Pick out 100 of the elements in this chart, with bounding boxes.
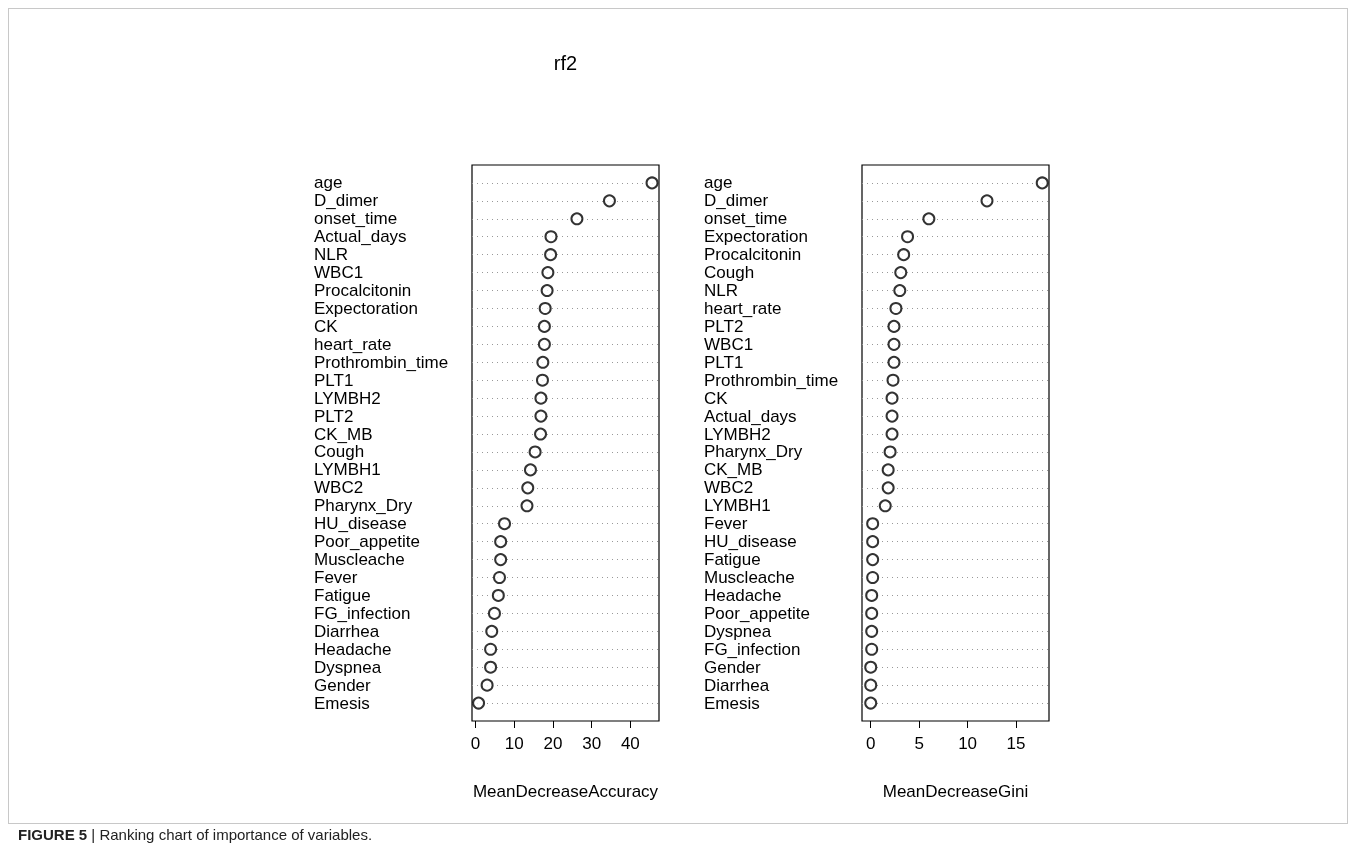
point bbox=[540, 284, 554, 298]
point bbox=[887, 319, 901, 333]
y-tick-label: age bbox=[704, 173, 733, 193]
y-tick-label: WBC2 bbox=[314, 478, 364, 498]
point bbox=[602, 194, 616, 208]
y-tick-label: NLR bbox=[314, 245, 349, 265]
point bbox=[866, 517, 880, 531]
x-tick-label: 10 bbox=[504, 734, 524, 753]
y-tick-label: Headache bbox=[314, 639, 392, 659]
y-tick-label: LYMBH1 bbox=[704, 496, 771, 516]
point bbox=[534, 427, 548, 441]
y-tick-label: heart_rate bbox=[704, 298, 782, 318]
y-tick-label: PLT1 bbox=[704, 352, 744, 372]
point bbox=[866, 535, 880, 549]
y-tick-label: Diarrhea bbox=[704, 675, 770, 695]
y-tick-label: FG_infection bbox=[704, 639, 801, 659]
y-tick-label: Procalcitonin bbox=[704, 245, 802, 265]
point bbox=[541, 266, 555, 280]
x-axis-title: MeanDecreaseGini bbox=[882, 782, 1029, 801]
y-tick-label: heart_rate bbox=[314, 334, 392, 354]
y-tick-label: Gender bbox=[704, 657, 762, 677]
point bbox=[980, 194, 994, 208]
y-tick-label: PLT2 bbox=[704, 316, 744, 336]
y-tick-label: Cough bbox=[314, 442, 365, 462]
point bbox=[494, 535, 508, 549]
y-tick-label: Poor_appetite bbox=[704, 603, 810, 623]
point bbox=[523, 463, 537, 477]
point bbox=[544, 248, 558, 262]
point bbox=[887, 355, 901, 369]
y-tick-label: NLR bbox=[704, 281, 739, 301]
point bbox=[493, 571, 506, 585]
y-tick-label: Emesis bbox=[704, 693, 760, 713]
point bbox=[536, 355, 550, 369]
y-tick-label: Headache bbox=[704, 585, 782, 605]
y-tick-label: Cough bbox=[704, 263, 755, 283]
y-tick-label: Expectoration bbox=[314, 298, 418, 318]
point bbox=[528, 445, 542, 459]
x-tick-label: 20 bbox=[543, 734, 563, 753]
x-tick-label: 10 bbox=[958, 734, 978, 753]
point bbox=[472, 696, 486, 710]
y-tick-label: WBC1 bbox=[314, 263, 364, 283]
y-tick-label: Pharynx_Dry bbox=[704, 442, 803, 462]
y-tick-label: FG_infection bbox=[314, 603, 411, 623]
point bbox=[1035, 176, 1049, 190]
point bbox=[645, 176, 659, 190]
chart-title: rf2 bbox=[552, 52, 579, 75]
y-tick-label: WBC1 bbox=[704, 334, 754, 354]
y-tick-label: Fever bbox=[314, 568, 358, 588]
x-tick-label: 15 bbox=[1006, 734, 1026, 753]
y-tick-label: HU_disease bbox=[314, 514, 407, 534]
y-tick-label: Emesis bbox=[314, 693, 370, 713]
y-tick-label: PLT2 bbox=[314, 406, 354, 426]
x-axis-title: MeanDecreaseAccuracy bbox=[472, 782, 659, 801]
point bbox=[535, 373, 549, 387]
point bbox=[494, 553, 508, 567]
y-tick-label: Muscleache bbox=[314, 550, 405, 570]
y-tick-label: Dyspnea bbox=[314, 657, 382, 677]
y-tick-label: LYMBH2 bbox=[314, 388, 381, 408]
y-tick-label: Fever bbox=[704, 514, 748, 534]
point bbox=[544, 230, 558, 244]
point bbox=[484, 642, 498, 656]
point bbox=[885, 391, 899, 405]
point bbox=[881, 463, 895, 477]
y-tick-label: CK bbox=[314, 316, 339, 336]
y-tick-label: CK_MB bbox=[704, 460, 763, 480]
point bbox=[537, 337, 551, 351]
y-tick-label: D_dimer bbox=[704, 191, 769, 211]
x-tick-label: 0 bbox=[470, 734, 481, 753]
y-tick-label: Gender bbox=[314, 675, 372, 695]
point bbox=[865, 606, 879, 620]
y-tick-label: Fatigue bbox=[314, 585, 371, 605]
point bbox=[864, 678, 878, 692]
y-tick-label: LYMBH1 bbox=[314, 460, 381, 480]
y-tick-label: D_dimer bbox=[314, 191, 379, 211]
x-tick-label: 5 bbox=[914, 734, 924, 753]
point bbox=[889, 301, 903, 315]
point bbox=[886, 373, 900, 387]
point bbox=[538, 301, 552, 315]
y-tick-label: CK bbox=[704, 388, 729, 408]
point bbox=[901, 230, 915, 244]
point bbox=[520, 499, 534, 513]
y-tick-label: Expectoration bbox=[704, 227, 808, 247]
point bbox=[881, 481, 895, 495]
point bbox=[897, 248, 911, 262]
point bbox=[865, 588, 879, 602]
point bbox=[878, 499, 892, 513]
y-tick-label: Diarrhea bbox=[314, 621, 380, 641]
point bbox=[885, 409, 899, 423]
y-tick-label: Dyspnea bbox=[704, 621, 772, 641]
point bbox=[570, 212, 584, 226]
caption: FIGURE 5 | Ranking chart of importance of variables. bbox=[18, 826, 373, 843]
point bbox=[865, 624, 879, 638]
point bbox=[864, 696, 878, 710]
y-tick-label: Fatigue bbox=[704, 550, 761, 570]
point bbox=[485, 624, 499, 638]
y-tick-label: Procalcitonin bbox=[314, 281, 412, 301]
y-tick-label: Actual_days bbox=[704, 406, 797, 426]
point bbox=[894, 266, 908, 280]
point bbox=[487, 606, 501, 620]
point bbox=[922, 212, 936, 226]
